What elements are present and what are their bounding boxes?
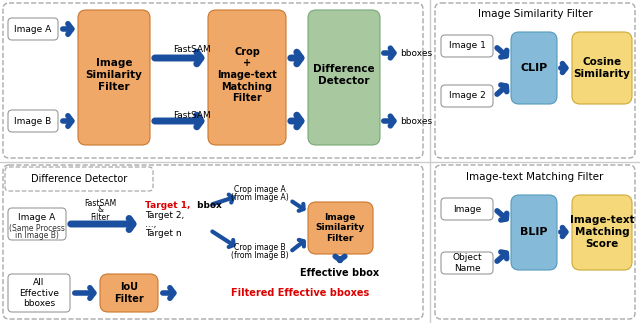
Text: FastSAM: FastSAM <box>84 199 116 207</box>
Text: (from Image B): (from Image B) <box>231 251 289 259</box>
FancyBboxPatch shape <box>8 110 58 132</box>
Text: Image 2: Image 2 <box>449 91 485 100</box>
Text: Crop image A: Crop image A <box>234 185 286 194</box>
Text: Cosine
Similarity: Cosine Similarity <box>573 57 630 79</box>
FancyBboxPatch shape <box>78 10 150 145</box>
Text: bboxes: bboxes <box>400 48 432 57</box>
Text: Crop
+
Image-text
Matching
Filter: Crop + Image-text Matching Filter <box>217 47 277 103</box>
FancyBboxPatch shape <box>308 202 373 254</box>
Text: (Same Process: (Same Process <box>9 224 65 233</box>
FancyBboxPatch shape <box>8 208 66 240</box>
FancyBboxPatch shape <box>572 195 632 270</box>
FancyBboxPatch shape <box>441 198 493 220</box>
Text: Image A: Image A <box>19 214 56 223</box>
FancyBboxPatch shape <box>8 18 58 40</box>
Text: Target 1,: Target 1, <box>145 201 190 210</box>
Text: &: & <box>97 205 103 214</box>
Text: Image Similarity Filter: Image Similarity Filter <box>477 9 593 19</box>
Text: CLIP: CLIP <box>520 63 548 73</box>
Text: Image-text Matching Filter: Image-text Matching Filter <box>467 172 604 182</box>
FancyBboxPatch shape <box>308 10 380 145</box>
Text: Image B: Image B <box>14 117 52 126</box>
Text: Target 2,: Target 2, <box>145 211 184 220</box>
Text: Difference
Detector: Difference Detector <box>313 64 375 86</box>
FancyBboxPatch shape <box>208 10 286 145</box>
Text: Filtered Effective bboxes: Filtered Effective bboxes <box>231 288 369 298</box>
Text: Image: Image <box>453 204 481 214</box>
Text: Filter: Filter <box>90 213 109 222</box>
Text: Image-text
Matching
Score: Image-text Matching Score <box>570 215 634 249</box>
Text: Image
Similarity
Filter: Image Similarity Filter <box>86 58 143 92</box>
Text: Crop image B: Crop image B <box>234 244 286 253</box>
Text: IoU
Filter: IoU Filter <box>114 282 144 304</box>
FancyBboxPatch shape <box>441 252 493 274</box>
Text: BLIP: BLIP <box>520 227 548 237</box>
Text: FastSAM: FastSAM <box>173 46 211 55</box>
Text: Effective bbox: Effective bbox <box>300 268 380 278</box>
FancyBboxPatch shape <box>572 32 632 104</box>
Text: Image 1: Image 1 <box>449 41 485 50</box>
Text: Image A: Image A <box>14 25 52 34</box>
Text: All
Effective
bboxes: All Effective bboxes <box>19 278 59 308</box>
FancyBboxPatch shape <box>441 35 493 57</box>
FancyBboxPatch shape <box>100 274 158 312</box>
Text: Object
Name: Object Name <box>452 253 482 273</box>
FancyBboxPatch shape <box>511 195 557 270</box>
Text: in Image B): in Image B) <box>15 232 59 241</box>
Text: FastSAM: FastSAM <box>173 110 211 120</box>
Text: bboxes: bboxes <box>400 117 432 126</box>
FancyBboxPatch shape <box>511 32 557 104</box>
Text: Target n: Target n <box>145 228 182 237</box>
Text: Image
Similarity
Filter: Image Similarity Filter <box>316 213 365 243</box>
FancyBboxPatch shape <box>441 85 493 107</box>
Text: bbox: bbox <box>194 201 221 210</box>
Text: Difference Detector: Difference Detector <box>31 174 127 184</box>
FancyBboxPatch shape <box>8 274 70 312</box>
Text: ...,: ..., <box>145 220 156 228</box>
Text: (from Image A): (from Image A) <box>231 193 289 202</box>
